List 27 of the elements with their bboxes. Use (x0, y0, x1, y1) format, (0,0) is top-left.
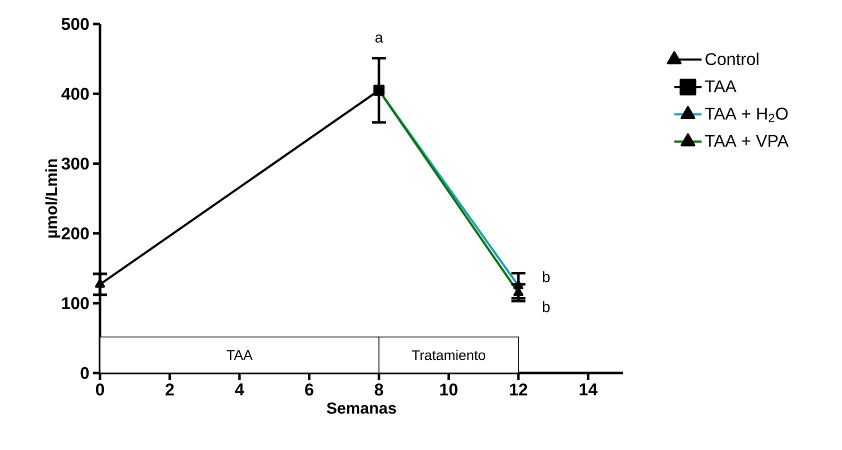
x-tick-label: 4 (234, 384, 244, 396)
y-tick-label: 300 (62, 158, 89, 170)
annotation: b (542, 271, 550, 282)
legend-label: TAA + VPA (705, 135, 789, 147)
y-tick-label: 500 (62, 18, 89, 30)
band-label: Tratamiento (412, 350, 486, 360)
y-tick-label: 400 (61, 88, 89, 100)
annotation: a (375, 34, 384, 43)
y-tick-label: 0 (80, 366, 89, 380)
annotation: b (542, 301, 550, 312)
legend-label: TAA (705, 80, 736, 92)
y-tick-label: 100 (62, 297, 89, 310)
point (95, 278, 105, 288)
x-tick-label: 2 (166, 384, 174, 396)
x-tick-label: 14 (580, 384, 598, 396)
x-tick-label: 10 (440, 384, 458, 396)
y-tick-label: 200 (62, 227, 89, 240)
legend-label: Control (706, 52, 758, 66)
x-tick-label: 0 (96, 384, 104, 396)
x-tick-label: 8 (374, 384, 384, 396)
band-label: TAA (226, 350, 253, 360)
point (373, 84, 385, 96)
y-axis-title: µmol/Lmin (45, 159, 60, 238)
x-tick-label: 12 (510, 384, 528, 396)
x-axis-title: Semanas (326, 402, 396, 414)
x-tick-label: 6 (305, 384, 314, 396)
legend-label: TAA + H$_{2}$O (705, 108, 788, 122)
